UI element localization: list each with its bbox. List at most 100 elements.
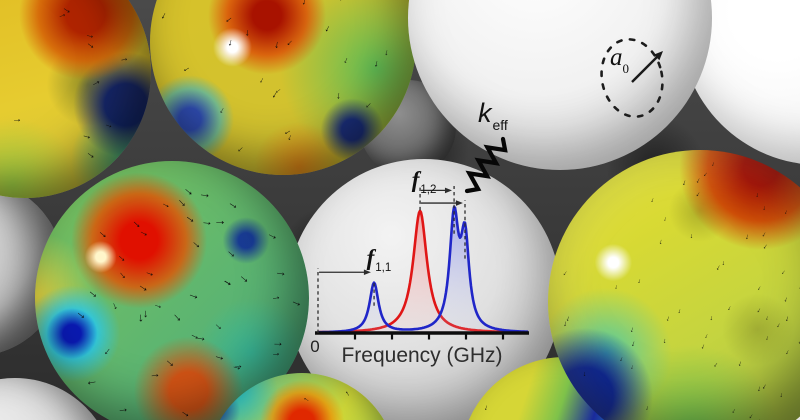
- vector-arrow: →: [188, 327, 204, 344]
- f12-label: f1,2: [412, 167, 437, 196]
- vector-arrow: →: [702, 332, 712, 342]
- vector-arrow: →: [661, 215, 670, 223]
- vector-arrow: →: [719, 259, 728, 268]
- vector-arrow: →: [180, 63, 194, 78]
- a0-arrow-icon: [631, 51, 663, 83]
- vector-arrow: →: [612, 283, 621, 291]
- vector-arrow: →: [755, 384, 766, 394]
- vector-arrow: →: [114, 249, 131, 267]
- vector-arrow: →: [760, 241, 773, 253]
- vector-arrow: →: [680, 177, 692, 189]
- vector-arrow: →: [59, 1, 76, 18]
- vector-arrow: →: [116, 401, 129, 416]
- vector-arrow: →: [753, 190, 762, 199]
- vector-arrow: →: [362, 100, 377, 114]
- a0-label: a0: [610, 44, 630, 76]
- vector-arrow: →: [777, 391, 786, 400]
- vector-arrow: →: [564, 313, 575, 324]
- vector-arrow: →: [56, 7, 69, 21]
- vector-arrow: →: [580, 370, 589, 379]
- vector-arrow: →: [140, 307, 154, 320]
- vector-arrow: →: [675, 307, 684, 316]
- vector-arrow: →: [169, 305, 189, 326]
- vector-arrow: →: [72, 304, 92, 324]
- k-eff-label: keff: [478, 98, 508, 133]
- vector-arrow: →: [230, 359, 245, 375]
- vector-arrow: →: [185, 285, 203, 304]
- vector-arrow: →: [648, 196, 658, 205]
- vector-arrow: →: [129, 214, 148, 233]
- vector-arrow: →: [83, 376, 100, 394]
- origin-label: 0: [310, 337, 319, 356]
- vector-arrow: →: [79, 127, 94, 143]
- vector-arrow: →: [213, 212, 227, 229]
- vector-arrow: →: [335, 0, 350, 5]
- vector-arrow: →: [159, 197, 174, 212]
- a0-sub: 0: [622, 61, 630, 76]
- vector-arrow: →: [299, 394, 312, 407]
- vector-arrow: →: [617, 354, 627, 364]
- vector-arrow: →: [23, 0, 35, 3]
- vector-arrow: →: [629, 363, 637, 371]
- vector-arrow: →: [774, 321, 784, 331]
- vector-arrow: →: [217, 105, 231, 118]
- vector-arrow: →: [194, 328, 209, 345]
- vector-arrow: →: [759, 229, 772, 241]
- vector-arrow: →: [11, 114, 23, 126]
- vector-arrow: →: [223, 243, 242, 262]
- vector-arrow: →: [743, 232, 754, 242]
- vector-arrow: →: [234, 143, 248, 157]
- spring-icon: [464, 136, 508, 194]
- vector-arrow: →: [746, 411, 758, 420]
- vector-arrow: →: [656, 237, 666, 247]
- f11-label: f1,1: [367, 245, 392, 274]
- vector-arrow: →: [763, 334, 772, 343]
- vector-arrow: →: [709, 159, 719, 169]
- vector-arrow: →: [635, 277, 645, 286]
- vector-arrow: →: [272, 86, 286, 100]
- dashed-circle: [600, 38, 664, 118]
- vector-arrow: →: [781, 295, 793, 306]
- vector-arrow: →: [778, 267, 789, 277]
- k-eff-base: k: [478, 98, 492, 128]
- single-sphere-spectrum-fill: [318, 210, 528, 333]
- vector-arrow: →: [100, 344, 117, 360]
- spectrum-plot: f1,1 f1,2 0 Frequency (GHz): [310, 167, 529, 367]
- vector-arrow: →: [759, 382, 772, 394]
- vector-arrow: →: [561, 319, 572, 330]
- a0-base: a: [610, 44, 623, 71]
- vector-arrow: →: [707, 314, 716, 323]
- vector-arrow: →: [224, 36, 238, 49]
- vector-arrow: →: [782, 347, 793, 357]
- vector-arrow: →: [85, 283, 104, 303]
- vector-arrow: →: [481, 403, 493, 414]
- vector-arrow: →: [661, 336, 670, 345]
- vector-arrow: →: [273, 263, 289, 280]
- vector-arrow: →: [782, 207, 791, 216]
- mode-sphere-right: → → → → → → → → → → → → → → → → → → → → → → → → → → → → → → → → → → → → → → → →…: [548, 150, 800, 420]
- vector-arrow: →: [83, 28, 97, 42]
- vector-arrow: →: [197, 184, 213, 202]
- vector-arrow: →: [161, 352, 181, 372]
- vector-arrow: →: [795, 337, 800, 348]
- vector-arrow: →: [701, 169, 711, 179]
- vector-arrow: →: [333, 90, 346, 102]
- vector-arrow: →: [755, 283, 765, 293]
- vector-arrow: →: [382, 47, 394, 59]
- vector-arrow: →: [142, 264, 158, 280]
- vector-arrow: →: [115, 266, 132, 283]
- vector-arrow: →: [181, 208, 201, 228]
- vector-arrow: →: [149, 367, 162, 381]
- vector-arrow: →: [200, 214, 214, 229]
- vector-arrow: →: [663, 314, 675, 325]
- vector-arrow: →: [118, 51, 130, 65]
- vector-arrow: →: [725, 304, 735, 314]
- vector-arrow: →: [95, 223, 114, 243]
- vector-arrow: →: [729, 406, 740, 417]
- vector-arrow: →: [270, 290, 283, 304]
- x-axis-label: Frequency (GHz): [341, 344, 502, 367]
- vector-arrow: →: [340, 54, 354, 67]
- vector-arrow: →: [283, 37, 299, 52]
- vector-arrow: →: [270, 347, 282, 360]
